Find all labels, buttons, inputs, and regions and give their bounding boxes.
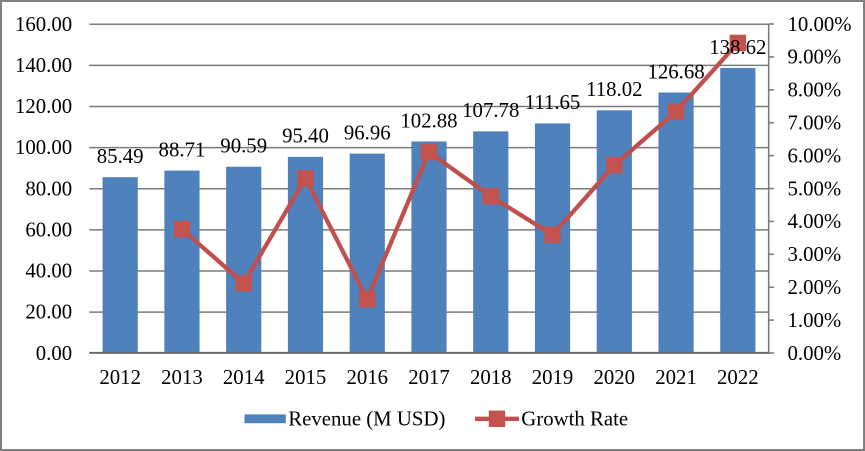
svg-text:85.49: 85.49 (97, 145, 144, 168)
svg-text:2018: 2018 (470, 366, 512, 389)
svg-text:9.00%: 9.00% (788, 46, 842, 69)
svg-text:5.00%: 5.00% (788, 177, 842, 200)
svg-text:7.00%: 7.00% (788, 112, 842, 135)
svg-text:20.00: 20.00 (25, 301, 72, 324)
svg-text:6.00%: 6.00% (788, 144, 842, 167)
svg-text:2017: 2017 (408, 366, 450, 389)
svg-text:100.00: 100.00 (15, 136, 72, 159)
svg-text:8.00%: 8.00% (788, 79, 842, 102)
svg-text:138.62: 138.62 (709, 36, 766, 59)
svg-text:118.02: 118.02 (586, 78, 642, 101)
svg-text:2016: 2016 (346, 366, 388, 389)
svg-text:120.00: 120.00 (15, 95, 72, 118)
svg-text:0.00: 0.00 (36, 342, 72, 365)
svg-text:2013: 2013 (161, 366, 203, 389)
svg-text:60.00: 60.00 (25, 218, 72, 241)
svg-text:Revenue (M USD): Revenue (M USD) (288, 408, 445, 431)
svg-text:80.00: 80.00 (25, 177, 72, 200)
svg-text:88.71: 88.71 (159, 138, 206, 161)
svg-text:3.00%: 3.00% (788, 243, 842, 266)
svg-text:111.65: 111.65 (525, 91, 581, 114)
svg-text:96.96: 96.96 (344, 121, 391, 144)
svg-text:2021: 2021 (655, 366, 697, 389)
svg-text:Growth Rate: Growth Rate (521, 408, 628, 431)
svg-text:2019: 2019 (532, 366, 574, 389)
svg-text:2020: 2020 (593, 366, 635, 389)
svg-text:140.00: 140.00 (15, 54, 72, 77)
svg-text:2012: 2012 (99, 366, 141, 389)
svg-text:2.00%: 2.00% (788, 276, 842, 299)
svg-text:2014: 2014 (223, 366, 265, 389)
svg-text:2015: 2015 (285, 366, 327, 389)
svg-text:40.00: 40.00 (25, 260, 72, 283)
svg-text:2022: 2022 (717, 366, 759, 389)
svg-text:107.78: 107.78 (462, 99, 519, 122)
svg-text:102.88: 102.88 (400, 109, 457, 132)
svg-text:160.00: 160.00 (15, 13, 72, 36)
svg-text:0.00%: 0.00% (788, 342, 842, 365)
svg-text:95.40: 95.40 (282, 125, 329, 148)
svg-text:10.00%: 10.00% (788, 13, 852, 36)
svg-text:126.68: 126.68 (647, 60, 704, 83)
svg-text:1.00%: 1.00% (788, 309, 842, 332)
svg-text:4.00%: 4.00% (788, 210, 842, 233)
svg-text:90.59: 90.59 (220, 135, 267, 158)
